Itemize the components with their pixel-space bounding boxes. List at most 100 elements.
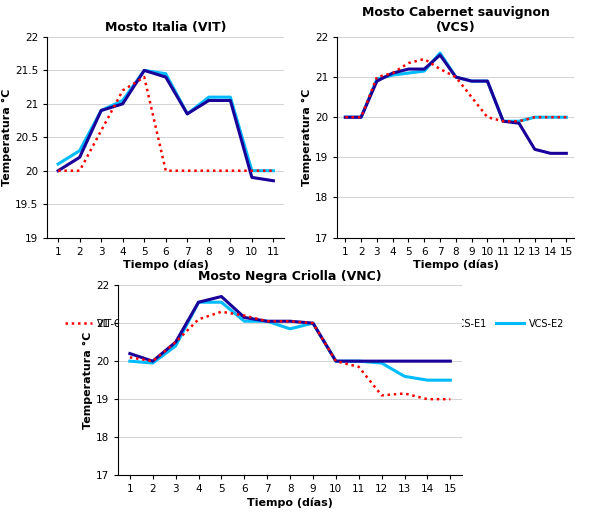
- VNC-E1: [332, 358, 339, 364]
- VNC-C: [126, 354, 133, 361]
- VNC-E1: [263, 318, 271, 324]
- VNC-C: [378, 392, 385, 399]
- VCS-E2: [358, 114, 365, 120]
- VCS-E2: [484, 78, 491, 84]
- Line: VIT-E1: VIT-E1: [58, 70, 274, 181]
- VIT-E1: [54, 167, 62, 174]
- VCS-E2: [452, 74, 459, 80]
- VNC-E1: [447, 358, 454, 364]
- VCS-E2: [421, 68, 428, 74]
- VIT-E2: [227, 94, 234, 100]
- Title: Mosto Negra Criolla (VNC): Mosto Negra Criolla (VNC): [198, 270, 382, 282]
- VCS-C: [389, 70, 396, 76]
- Y-axis label: Temperatura °C: Temperatura °C: [83, 332, 94, 429]
- VIT-E2: [205, 94, 213, 100]
- VNC-E2: [126, 358, 133, 364]
- VCS-E1: [421, 66, 428, 72]
- VNC-C: [195, 316, 202, 323]
- VNC-C: [424, 396, 431, 402]
- VIT-E2: [184, 111, 191, 117]
- X-axis label: Tiempo (días): Tiempo (días): [247, 497, 333, 507]
- VIT-E2: [162, 71, 169, 77]
- VCS-C: [547, 114, 554, 120]
- VNC-E1: [287, 318, 294, 324]
- VCS-E1: [516, 120, 523, 126]
- VNC-E2: [287, 326, 294, 332]
- VCS-E1: [358, 114, 365, 120]
- VIT-E2: [248, 167, 255, 174]
- Line: VCS-E1: VCS-E1: [345, 55, 567, 153]
- VIT-E2: [141, 67, 148, 73]
- VCS-E1: [531, 146, 538, 153]
- VNC-C: [263, 318, 271, 324]
- Line: VNC-C: VNC-C: [130, 312, 451, 399]
- VCS-C: [374, 74, 381, 80]
- VNC-E2: [172, 343, 179, 349]
- VIT-C: [227, 167, 234, 174]
- Y-axis label: Temperatura °C: Temperatura °C: [303, 89, 313, 186]
- Line: VNC-E1: VNC-E1: [130, 297, 451, 361]
- VCS-C: [531, 114, 538, 120]
- VNC-C: [287, 318, 294, 324]
- VCS-C: [436, 66, 443, 72]
- VNC-E2: [424, 377, 431, 383]
- VNC-E2: [332, 358, 339, 364]
- VIT-E2: [270, 167, 277, 174]
- VNC-E1: [424, 358, 431, 364]
- Title: Mosto Italia (VIT): Mosto Italia (VIT): [105, 22, 227, 34]
- VNC-C: [149, 358, 156, 364]
- VCS-C: [484, 114, 491, 120]
- VIT-E2: [76, 147, 83, 154]
- VIT-C: [119, 87, 126, 93]
- VNC-E1: [195, 299, 202, 305]
- VCS-E2: [389, 72, 396, 78]
- VNC-C: [218, 308, 225, 315]
- VNC-E2: [447, 377, 454, 383]
- VCS-C: [500, 118, 507, 125]
- VNC-E2: [195, 299, 202, 305]
- VCS-E2: [563, 114, 570, 120]
- VIT-E1: [162, 74, 169, 80]
- VNC-E1: [241, 314, 248, 320]
- VCS-E1: [547, 150, 554, 156]
- VCS-E2: [374, 76, 381, 82]
- X-axis label: Tiempo (días): Tiempo (días): [123, 259, 209, 270]
- VNC-E1: [218, 294, 225, 300]
- VCS-C: [516, 118, 523, 125]
- VIT-E1: [184, 111, 191, 117]
- VIT-E1: [76, 154, 83, 161]
- VIT-E2: [98, 107, 105, 114]
- VIT-E1: [205, 97, 213, 103]
- VCS-E2: [436, 50, 443, 56]
- VNC-E2: [149, 360, 156, 366]
- VIT-C: [205, 167, 213, 174]
- X-axis label: Tiempo (días): Tiempo (días): [413, 259, 499, 270]
- VCS-E2: [531, 114, 538, 120]
- VIT-C: [54, 167, 62, 174]
- VIT-E1: [248, 174, 255, 181]
- VNC-C: [355, 364, 362, 370]
- VCS-E1: [374, 78, 381, 84]
- VCS-C: [421, 56, 428, 62]
- Line: VNC-E2: VNC-E2: [130, 302, 451, 380]
- VCS-E1: [389, 70, 396, 76]
- VNC-E2: [310, 320, 317, 326]
- VNC-E1: [378, 358, 385, 364]
- VNC-C: [447, 396, 454, 402]
- VCS-E1: [468, 78, 475, 84]
- VIT-E1: [141, 67, 148, 73]
- Line: VCS-E2: VCS-E2: [345, 53, 567, 121]
- VNC-E2: [401, 373, 408, 380]
- VIT-C: [248, 167, 255, 174]
- VNC-E1: [355, 358, 362, 364]
- VIT-C: [76, 167, 83, 174]
- Line: VCS-C: VCS-C: [345, 59, 567, 121]
- VIT-C: [98, 127, 105, 134]
- VNC-C: [310, 320, 317, 326]
- VCS-E2: [342, 114, 349, 120]
- VCS-C: [468, 94, 475, 100]
- VIT-E1: [270, 177, 277, 184]
- VCS-E1: [342, 114, 349, 120]
- Line: VIT-E2: VIT-E2: [58, 70, 274, 171]
- VNC-E2: [355, 358, 362, 364]
